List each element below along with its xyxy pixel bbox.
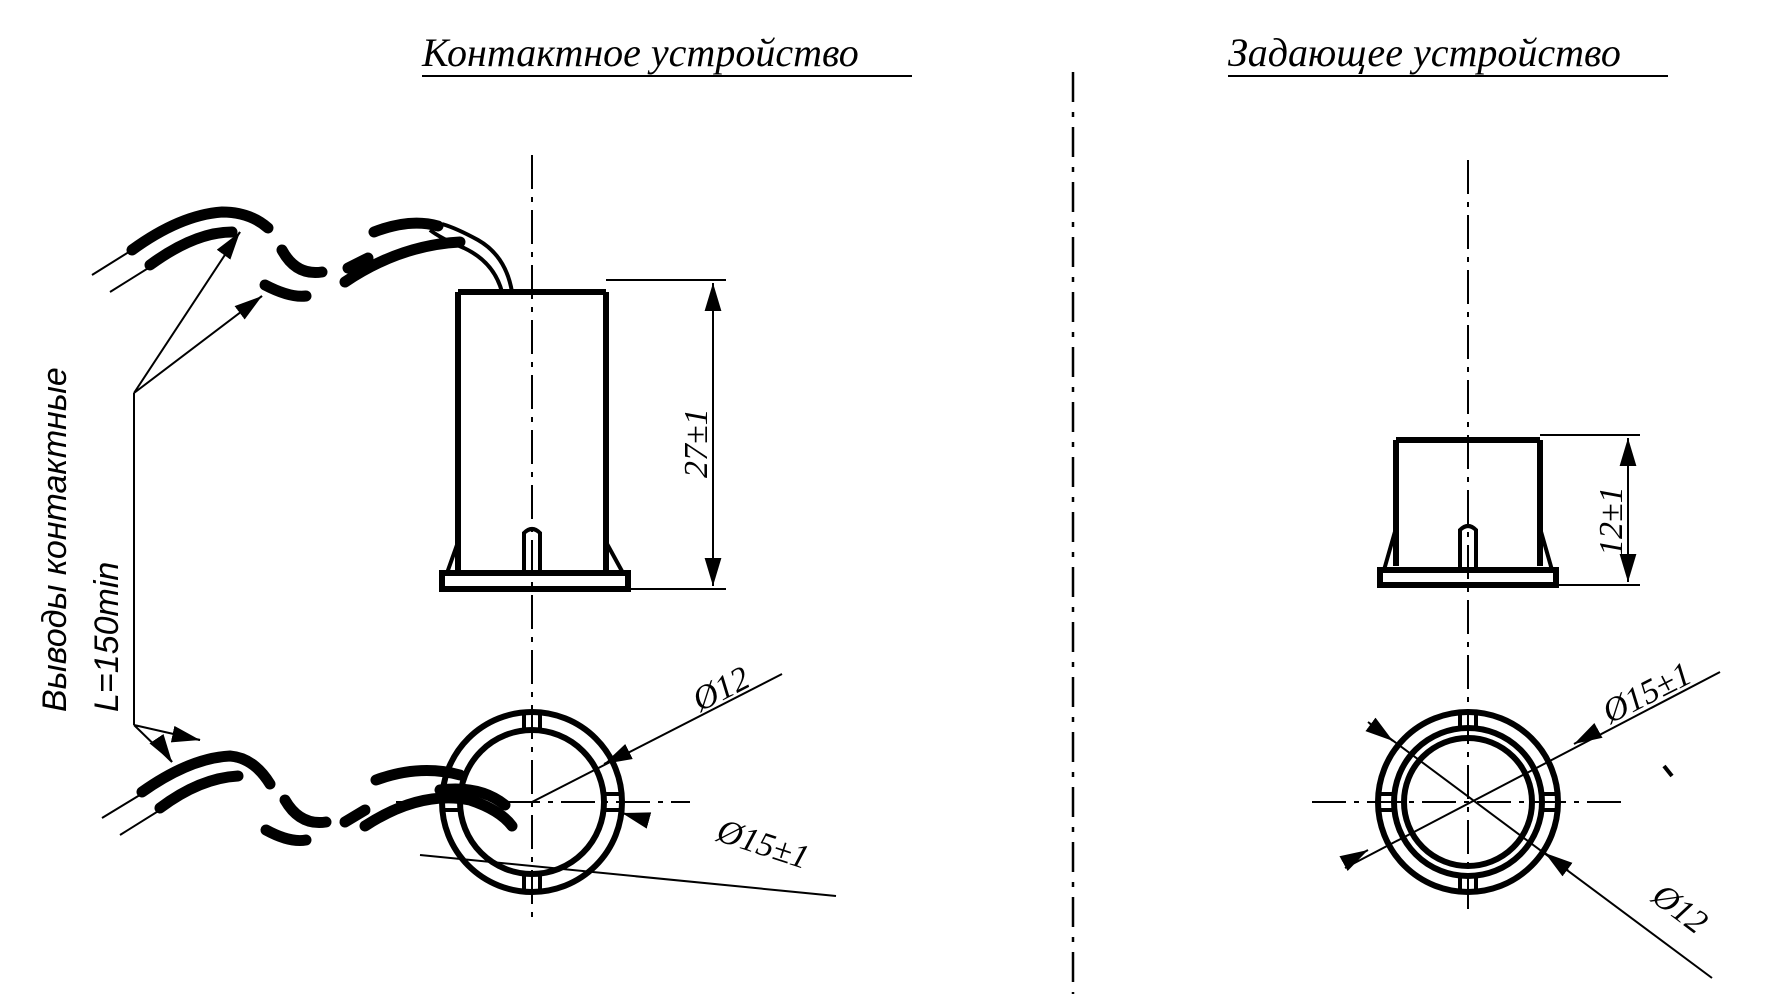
leads-arrow-4 bbox=[149, 734, 173, 763]
setting-plan-tabs bbox=[1378, 712, 1558, 892]
contact-wire-2 bbox=[441, 222, 514, 293]
setting-inner-circle bbox=[1401, 735, 1535, 869]
lower-cable-b-seg4 bbox=[359, 792, 518, 832]
setting-dia15-arrow-out bbox=[1573, 723, 1603, 745]
upper-cable-a-seg2 bbox=[276, 244, 328, 279]
setting-dia12-leader bbox=[1367, 721, 1713, 979]
title-setting-device-text: Задающее устройство bbox=[1228, 30, 1621, 75]
setting-slot bbox=[1458, 524, 1478, 570]
setting-outer-circle bbox=[1375, 709, 1561, 895]
setting-height-extension bbox=[1540, 434, 1640, 586]
setting-body bbox=[1393, 437, 1543, 566]
contact-device-side-view: 27±1 bbox=[428, 155, 726, 920]
contact-dia15-arrow bbox=[621, 812, 652, 829]
lower-cable-a-seg4 bbox=[370, 765, 466, 786]
setting-device-side-view: 12±1 bbox=[1377, 160, 1640, 912]
contact-body-sides bbox=[455, 292, 609, 570]
lower-cable-b-seg2 bbox=[260, 824, 312, 846]
upper-cables bbox=[91, 206, 466, 302]
title-contact-device-text: Контактное устройство bbox=[421, 30, 859, 75]
upper-cable-a-seg3 bbox=[342, 252, 374, 274]
setting-device-plan-view: Ø15±1 Ø12 bbox=[1312, 655, 1721, 979]
contact-flange-chamfer bbox=[445, 541, 625, 574]
leads-arrow-2 bbox=[234, 295, 263, 320]
upper-cable-a-seg4 bbox=[368, 217, 444, 238]
stray-mark bbox=[1662, 764, 1674, 778]
leads-note-line2: L=150min bbox=[88, 562, 126, 712]
setting-base-flange bbox=[1377, 567, 1559, 588]
contact-height-label: 27±1 bbox=[678, 408, 715, 478]
title-contact-device: Контактное устройство bbox=[421, 30, 912, 77]
setting-dia15-label: Ø15±1 bbox=[1596, 655, 1698, 731]
contact-dia15-leader bbox=[419, 854, 837, 897]
contact-dia12-arrow bbox=[603, 743, 633, 765]
title-setting-device: Задающее устройство bbox=[1228, 30, 1668, 77]
upper-cable-b-seg4 bbox=[339, 236, 466, 288]
contact-dia12-label: Ø12 bbox=[686, 660, 756, 720]
lower-cable-b-seg1 bbox=[154, 770, 244, 814]
upper-cable-b-seg2 bbox=[259, 279, 312, 302]
setting-flange-chamfer bbox=[1382, 527, 1554, 571]
leads-leader-lines bbox=[133, 231, 263, 763]
lower-cable-c-seg4 bbox=[434, 783, 511, 811]
setting-dia12-arrow-out bbox=[1544, 852, 1573, 877]
contact-dia12-leader bbox=[531, 673, 783, 803]
lower-cable-a-seg2 bbox=[279, 794, 332, 829]
contact-wire-1 bbox=[428, 228, 504, 293]
setting-dia12-arrow-in bbox=[1365, 717, 1394, 742]
leads-arrow-3 bbox=[170, 725, 201, 743]
setting-height-label: 12±1 bbox=[1593, 486, 1630, 556]
contact-base-flange bbox=[439, 570, 631, 592]
setting-middle-circle bbox=[1391, 725, 1545, 879]
setting-dia15-arrow-in bbox=[1339, 849, 1369, 871]
setting-dia15-leader bbox=[1344, 671, 1721, 869]
contact-dia15-label: Ø15±1 bbox=[712, 812, 814, 877]
lower-cable-a-seg1 bbox=[136, 750, 276, 798]
setting-dia12-label: Ø12 bbox=[1644, 876, 1714, 941]
leads-arrow-1 bbox=[216, 231, 241, 260]
lower-cable-a-seg3 bbox=[339, 804, 371, 828]
lower-cables bbox=[101, 750, 518, 846]
leads-note-line1: Выводы контактные bbox=[36, 367, 74, 712]
contact-height-extension bbox=[606, 279, 726, 590]
upper-cable-a-seg1 bbox=[126, 206, 274, 256]
contact-slot bbox=[522, 527, 542, 573]
leads-annotation: Выводы контактные L=150min bbox=[36, 231, 263, 763]
